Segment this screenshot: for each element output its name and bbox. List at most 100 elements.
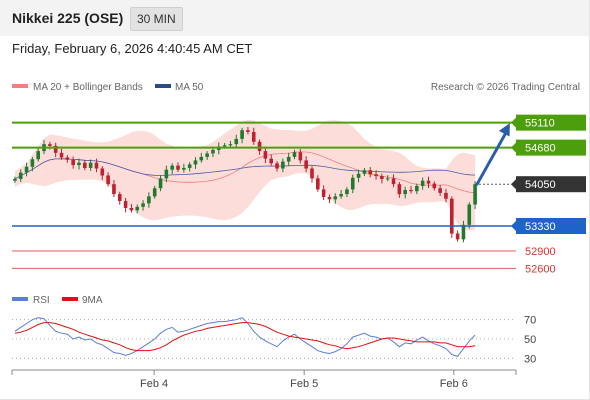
candle [455, 230, 460, 242]
candle [356, 169, 361, 183]
candle-body [129, 208, 134, 211]
candle-body [199, 156, 204, 161]
candle [415, 183, 419, 195]
candle [100, 166, 105, 180]
candle-body [420, 180, 425, 186]
candle [403, 186, 407, 199]
x-axis: Feb 4 Feb 5 Feb 6 [11, 369, 517, 390]
candle-body [182, 167, 186, 170]
candle [141, 200, 145, 211]
candle-body [141, 203, 145, 207]
candle-body [164, 169, 169, 179]
candle-body [228, 144, 233, 146]
x-tick-label: Feb 5 [290, 378, 318, 390]
candle-body [263, 151, 268, 159]
datetime-label: Friday, February 6, 2026 4:40:45 AM CET [12, 41, 253, 56]
candle [164, 165, 169, 183]
candle [426, 176, 431, 189]
candle-body [251, 131, 256, 142]
candle-body [65, 157, 70, 160]
candle [135, 204, 140, 214]
candle-body [123, 201, 128, 208]
candle [77, 158, 81, 170]
rsi-ma-legend-label: 9MA [82, 295, 103, 306]
candle [275, 160, 279, 172]
candle-body [246, 130, 250, 132]
candle [310, 166, 314, 183]
candle-body [53, 145, 58, 153]
candle-body [100, 168, 105, 176]
level-55110-tag [516, 114, 586, 131]
level-53330-pointer [511, 221, 516, 231]
candle-body [211, 149, 215, 154]
candle [420, 177, 425, 190]
level-52900-label: 52900 [525, 246, 556, 258]
rsi-tick-30: 30 [524, 353, 536, 365]
candle-body [380, 176, 384, 179]
candle-body [77, 162, 81, 166]
level-53330-tag [516, 218, 586, 234]
candle [438, 185, 442, 196]
rsi-line [14, 317, 476, 357]
candle [350, 174, 355, 194]
candle-body [30, 159, 35, 167]
candle-body [187, 164, 192, 168]
candle-body [426, 180, 431, 184]
candle-body [152, 188, 157, 197]
candle-body [281, 161, 285, 169]
candle [391, 174, 396, 188]
timeframe-badge[interactable]: 30 MIN [130, 7, 183, 31]
candle [345, 187, 349, 198]
candle-body [304, 160, 308, 169]
level-55110-label: 55110 [525, 118, 555, 130]
candle [409, 185, 413, 194]
candle-body [222, 145, 227, 147]
candle [147, 192, 151, 208]
candle-body [432, 183, 437, 189]
candle-body [88, 162, 93, 168]
rsi-tick-50: 50 [524, 334, 536, 346]
candle [106, 172, 110, 187]
level-54680-pointer [511, 142, 516, 153]
candle-body [362, 170, 367, 174]
level-54680-tag [516, 139, 586, 156]
candle-body [240, 130, 244, 139]
level-54050-pointer [511, 179, 516, 190]
candle-body [415, 185, 419, 192]
candle-body [397, 184, 402, 195]
candle [263, 147, 268, 164]
candle-body [13, 178, 17, 181]
candle-body [234, 138, 239, 145]
x-tick-label: Feb 4 [140, 378, 168, 390]
candle-body [59, 152, 64, 158]
candle [298, 149, 303, 164]
candle [397, 181, 402, 198]
candle-body [438, 188, 442, 193]
candle [374, 170, 378, 180]
bollinger-band [14, 119, 476, 231]
candle [176, 162, 180, 172]
candle [444, 188, 448, 203]
candle-body [310, 168, 314, 179]
candle [467, 202, 472, 229]
candle [246, 127, 250, 135]
candle [316, 175, 320, 192]
candle [286, 152, 291, 166]
candle-body [257, 141, 262, 152]
candle-body [275, 163, 279, 169]
candle [321, 185, 326, 200]
candle [205, 151, 209, 160]
candle [380, 173, 384, 184]
projection-arrow-head [498, 123, 510, 137]
candle-body [94, 162, 99, 169]
candle [199, 152, 204, 163]
candle-body [403, 190, 407, 195]
candle [83, 160, 87, 171]
candle-body [339, 194, 343, 197]
candle [292, 149, 297, 160]
ma50-legend-label: MA 50 [175, 82, 204, 93]
level-53330-label: 53330 [525, 221, 556, 233]
candle-body [18, 172, 23, 179]
candle [123, 197, 128, 213]
